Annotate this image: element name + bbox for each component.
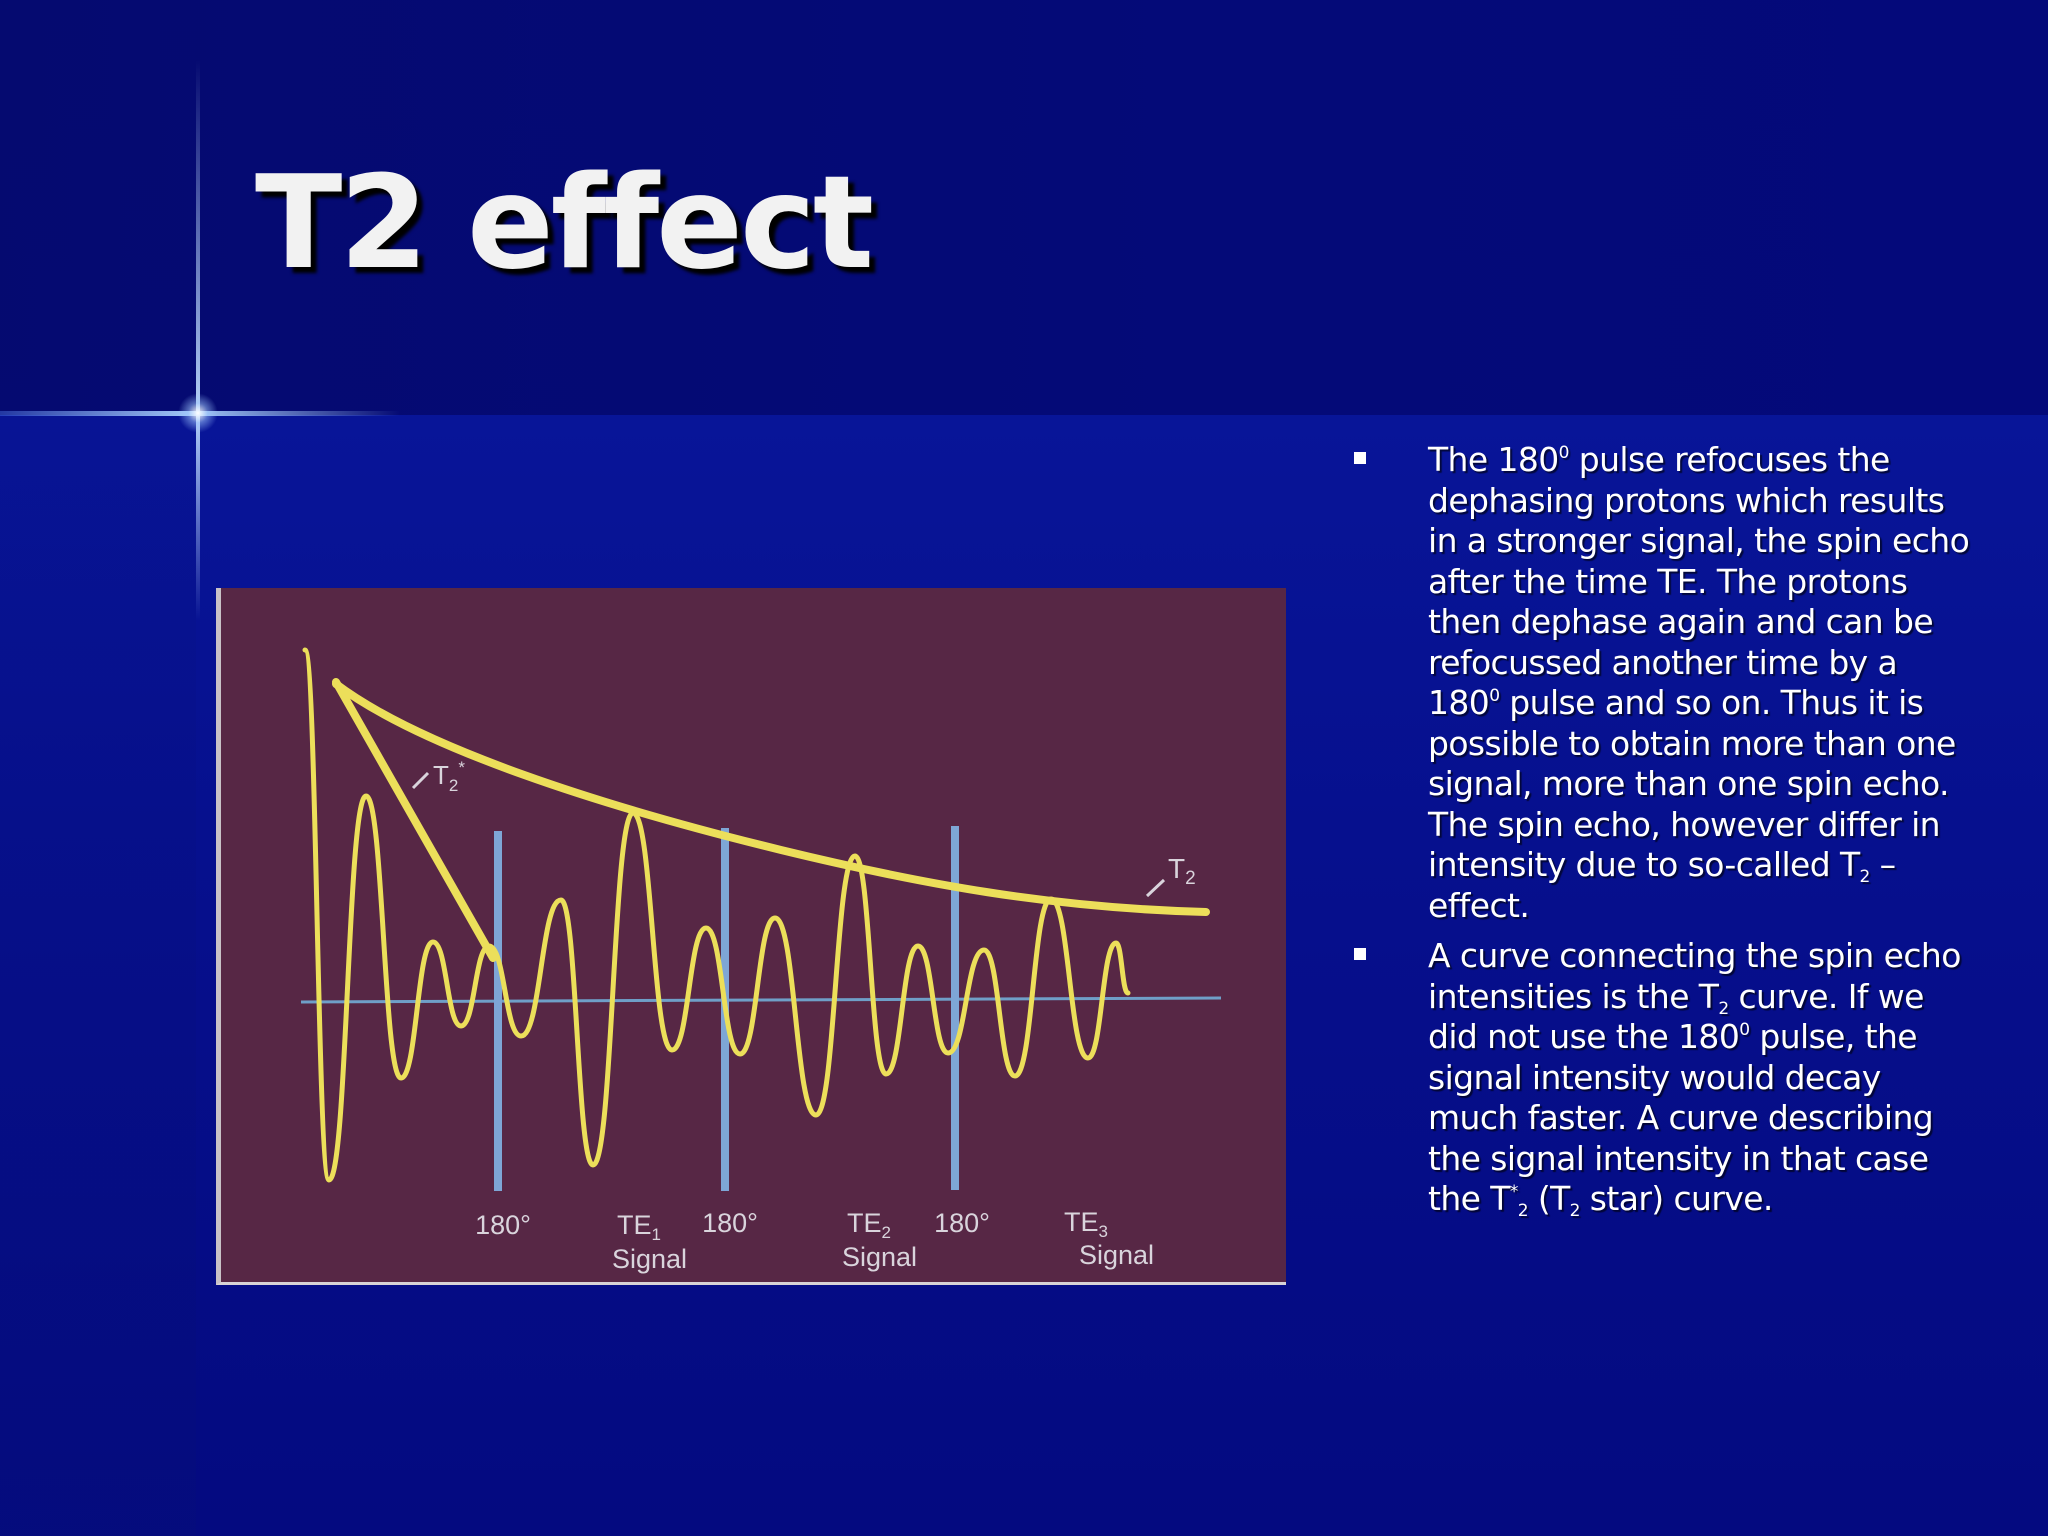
decorative-flare <box>178 393 218 433</box>
baseline <box>300 996 1222 1004</box>
bullet-text-segment: 0 <box>1558 443 1570 463</box>
bullet-text-segment: 0 <box>1489 686 1500 706</box>
bullet-text-segment: 2 <box>1718 998 1729 1019</box>
title-band <box>0 0 2048 415</box>
pulse-label-1: 180° <box>475 1210 531 1240</box>
echo-label-2: TE2 <box>847 1208 891 1242</box>
left-margin-strip <box>0 0 196 1536</box>
bullet-text-segment: A curve connecting the spin echo intensi… <box>1428 936 1961 1016</box>
signal-wave <box>302 647 1131 1183</box>
echo-label-3: TE3 <box>1064 1207 1108 1241</box>
bullet-text-segment: pulse, the signal intensity would decay … <box>1428 1017 1934 1218</box>
t2-label: T2 <box>1168 853 1196 889</box>
pulse-label-3: 180° <box>934 1208 990 1238</box>
slide-title: T2 effect <box>255 149 874 298</box>
echo-signal-label-1: Signal <box>612 1244 687 1274</box>
t2-decay-diagram: T2* T2 180° 180° 180° TE1 Signal TE2 Sig… <box>216 588 1286 1285</box>
bullet-text-segment: curve. If we did not use the 180 <box>1428 976 1924 1057</box>
t2-decay-curve <box>332 680 1210 916</box>
bullet-text-segment: – effect. <box>1428 845 1896 925</box>
echo-signal-label-3: Signal <box>1079 1240 1154 1270</box>
diagram-canvas: T2* T2 180° 180° 180° TE1 Signal TE2 Sig… <box>300 647 1222 1274</box>
bullet-text-segment: 2 <box>1569 1201 1581 1221</box>
t2-leader <box>1145 878 1166 898</box>
t2-star-label: T2* <box>433 758 465 795</box>
bullet-text-segment: 2 <box>1859 867 1871 887</box>
bullet-marker <box>1354 948 1366 960</box>
bullet-text-segment: The 180 <box>1428 440 1559 479</box>
bullet-text-segment: 0 <box>1739 1020 1750 1040</box>
bullet-text-segment: * <box>1509 1182 1518 1202</box>
bullet-text-segment: (T <box>1527 1179 1570 1218</box>
bullet-item: A curve connecting the spin echo intensi… <box>1350 936 1970 1220</box>
bullet-text-segment: 2 <box>1517 1201 1529 1221</box>
t2-star-leader <box>411 771 430 790</box>
explanation-bullets: The 1800 pulse refocuses the dephasing p… <box>1350 440 1970 1230</box>
echo-label-1: TE1 <box>617 1210 661 1244</box>
echo-signal-label-2: Signal <box>842 1242 917 1272</box>
bullet-text-segment: star) curve. <box>1579 1179 1774 1218</box>
decorative-vertical-light <box>196 60 200 620</box>
bullet-text-segment: pulse and so on. Thus it is possible to … <box>1428 683 1956 884</box>
pulse-label-2: 180° <box>702 1208 758 1238</box>
bullet-marker <box>1354 452 1366 464</box>
bullet-text-segment: pulse refocuses the dephasing protons wh… <box>1428 440 1970 722</box>
t2-star-line <box>332 678 497 962</box>
bullet-item: The 1800 pulse refocuses the dephasing p… <box>1350 440 1970 926</box>
